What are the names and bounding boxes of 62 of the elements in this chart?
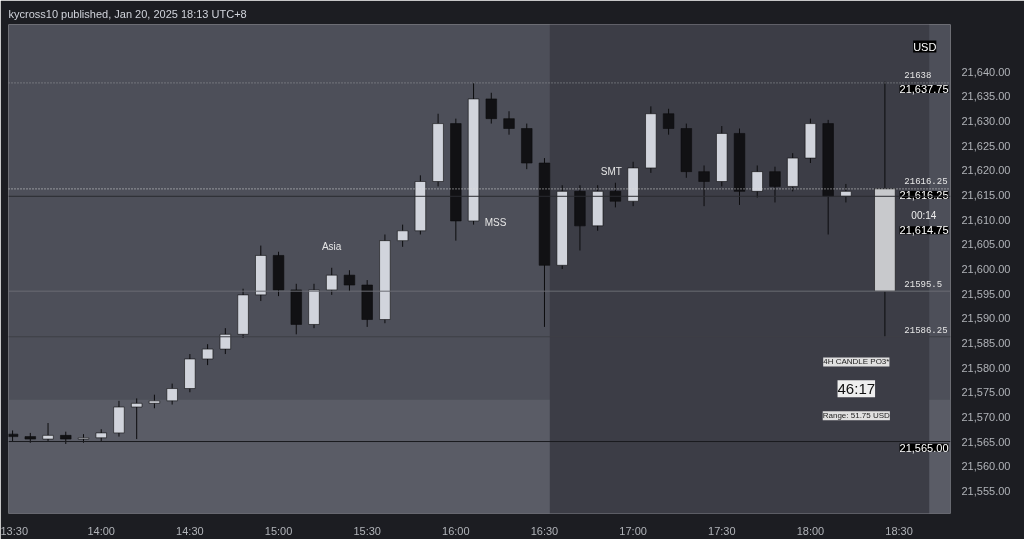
candlestick: [201, 343, 214, 366]
ref-line-label: 21,616.25: [899, 188, 949, 201]
y-tick-label: 21,610.00: [961, 213, 1011, 226]
x-tick-label: 18:30: [885, 524, 913, 537]
annotation: USD: [913, 40, 937, 53]
y-tick-label: 21,625.00: [961, 139, 1011, 152]
text: kycross10 published, Jan 20, 2025 18:13 UTC+8: [8, 7, 247, 20]
annotation: 21595.5: [904, 279, 943, 290]
y-tick-label: 21,555.00: [961, 484, 1011, 497]
x-tick-label: 17:00: [619, 524, 647, 537]
ref-line-label: 21,565.00: [899, 441, 949, 454]
candlestick: [840, 183, 852, 203]
candlestick: [397, 224, 409, 248]
x-tick-label: 15:30: [353, 524, 381, 537]
x-tick-label: 16:30: [530, 524, 559, 537]
candlestick: [42, 422, 54, 443]
y-tick-label: 21,585.00: [961, 336, 1011, 349]
y-tick-label: 21,575.00: [961, 386, 1011, 399]
x-tick-label: 16:00: [442, 524, 470, 537]
annotation: Asia: [321, 241, 342, 253]
candlestick: [166, 383, 178, 406]
annotation: 4H CANDLE PO3*: [823, 357, 890, 367]
candlestick: [698, 164, 710, 207]
candlestick: [343, 269, 356, 292]
candlestick: [751, 164, 763, 199]
y-tick-label: 21,560.00: [961, 460, 1011, 473]
y-tick-label: 21,630.00: [961, 115, 1011, 128]
candlestick: [662, 108, 675, 136]
candlestick: [609, 182, 622, 208]
y-tick-label: 21,620.00: [961, 164, 1011, 177]
x-tick-label: 14:30: [176, 524, 204, 537]
candlestick: [326, 267, 338, 296]
candlestick: [503, 110, 515, 136]
x-tick-label: 18:00: [796, 524, 825, 537]
ref-line-label: 21,637.75: [899, 82, 949, 95]
y-tick-label: 21,595.00: [961, 287, 1011, 300]
y-tick-label: 21,590.00: [961, 312, 1011, 325]
annotation: Range: 51.75 USD: [822, 411, 891, 421]
annotation: 00:14: [911, 209, 937, 221]
annotation: SMT: [600, 165, 622, 177]
y-tick-label: 21,605.00: [961, 238, 1011, 251]
y-tick-label: 21,640.00: [961, 65, 1011, 78]
candlestick: [769, 166, 781, 203]
y-tick-label: 21,570.00: [961, 410, 1011, 423]
annotation: 21616.25: [904, 177, 948, 188]
ref-line-label: 21,614.75: [899, 224, 949, 237]
annotation: 21638: [904, 70, 932, 81]
x-tick-label: 14:00: [87, 524, 115, 537]
y-tick-label: 21,635.00: [961, 90, 1011, 103]
x-tick-label: 13:30: [0, 524, 29, 537]
x-tick-label: 17:30: [708, 524, 736, 537]
candlestick: [485, 92, 497, 125]
y-tick-label: 21,580.00: [961, 361, 1011, 374]
annotation: 21586.25: [904, 325, 948, 336]
y-tick-label: 21,565.00: [961, 435, 1011, 448]
x-tick-label: 15:00: [264, 524, 293, 537]
annotation: 46:17: [837, 380, 876, 398]
candlestick: [219, 327, 231, 355]
y-tick-label: 21,615.00: [961, 189, 1011, 202]
candlestick: [131, 397, 143, 440]
annotation: MSS: [484, 217, 507, 229]
y-tick-label: 21,600.00: [961, 263, 1011, 275]
